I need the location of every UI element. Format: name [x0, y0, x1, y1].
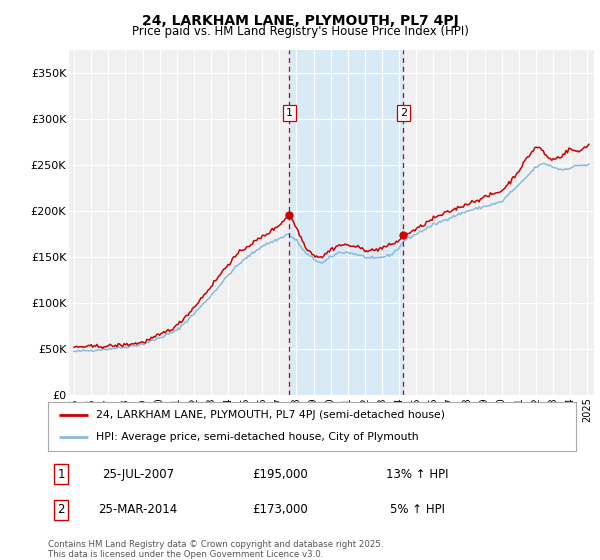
Text: HPI: Average price, semi-detached house, City of Plymouth: HPI: Average price, semi-detached house,…: [95, 432, 418, 442]
Bar: [289, 50, 403, 395]
Text: 25-MAR-2014: 25-MAR-2014: [98, 503, 178, 516]
Text: 2: 2: [58, 503, 65, 516]
Text: 1: 1: [286, 108, 293, 118]
Text: Price paid vs. HM Land Registry's House Price Index (HPI): Price paid vs. HM Land Registry's House …: [131, 25, 469, 38]
Text: £173,000: £173,000: [253, 503, 308, 516]
Text: 25-JUL-2007: 25-JUL-2007: [101, 468, 174, 480]
Text: Contains HM Land Registry data © Crown copyright and database right 2025.
This d: Contains HM Land Registry data © Crown c…: [48, 540, 383, 559]
Text: 24, LARKHAM LANE, PLYMOUTH, PL7 4PJ (semi-detached house): 24, LARKHAM LANE, PLYMOUTH, PL7 4PJ (sem…: [95, 410, 445, 420]
Text: 5% ↑ HPI: 5% ↑ HPI: [390, 503, 445, 516]
Text: 24, LARKHAM LANE, PLYMOUTH, PL7 4PJ: 24, LARKHAM LANE, PLYMOUTH, PL7 4PJ: [142, 14, 458, 28]
Text: 13% ↑ HPI: 13% ↑ HPI: [386, 468, 449, 480]
Text: 1: 1: [58, 468, 65, 480]
Text: 2: 2: [400, 108, 407, 118]
Text: £195,000: £195,000: [253, 468, 308, 480]
